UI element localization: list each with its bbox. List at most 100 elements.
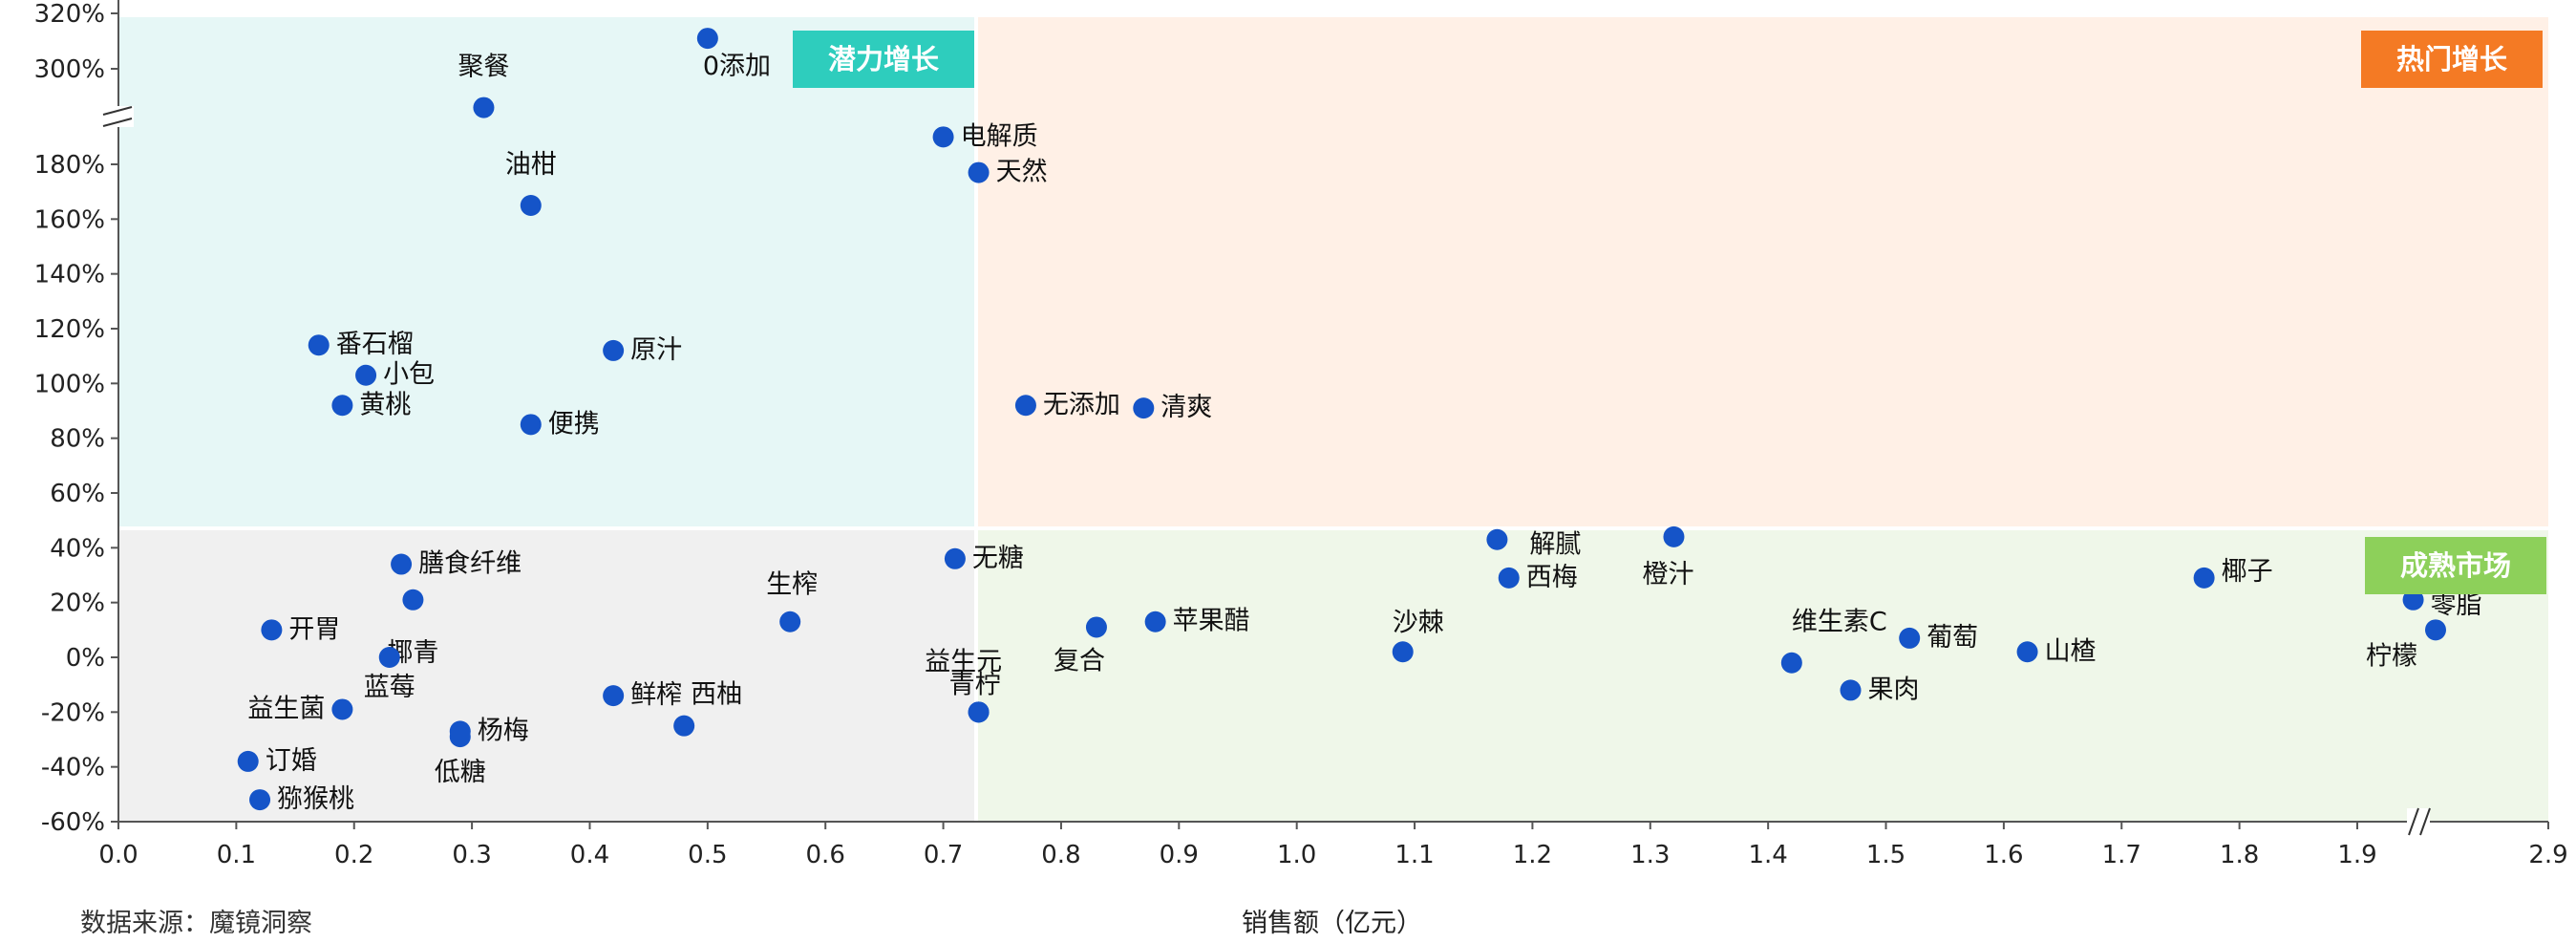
data-point <box>308 334 330 356</box>
data-point <box>932 126 954 148</box>
data-point <box>449 726 471 748</box>
y-tick-label: 140% <box>34 261 105 289</box>
data-point <box>779 611 801 632</box>
y-tick-label: 60% <box>50 480 105 508</box>
data-point <box>520 414 542 436</box>
quadrant-bg-other <box>118 528 976 822</box>
data-point <box>1486 528 1508 550</box>
data-point <box>673 715 695 737</box>
data-label: 0添加 <box>703 52 771 81</box>
data-label: 青柠 <box>949 670 1001 699</box>
data-label: 果肉 <box>1868 675 1920 704</box>
x-tick-label: 1.2 <box>1513 841 1552 869</box>
data-label: 原汁 <box>630 335 682 365</box>
data-label: 椰子 <box>2222 557 2273 587</box>
data-point <box>968 701 990 723</box>
data-label: 无糖 <box>972 544 1024 573</box>
data-label: 天然 <box>996 158 1048 187</box>
quadrant-bg-hot <box>976 17 2548 528</box>
y-tick-label: 160% <box>34 205 105 234</box>
x-tick-label: 1.1 <box>1394 841 1434 869</box>
data-label: 蓝莓 <box>364 673 415 702</box>
x-tick-label: 0.3 <box>452 841 491 869</box>
data-point <box>696 28 718 50</box>
x-tick-label: 0.9 <box>1160 841 1199 869</box>
data-label: 沙棘 <box>1393 608 1444 637</box>
data-label: 猕猴桃 <box>277 784 354 814</box>
data-label: 益生菌 <box>247 694 325 723</box>
x-tick-label: 1.9 <box>2337 841 2376 869</box>
data-label: 葡萄 <box>1927 623 1978 653</box>
data-label: 解腻 <box>1529 530 1581 560</box>
data-label: 油柑 <box>505 150 557 180</box>
x-break-mark <box>2419 807 2431 836</box>
data-point <box>2016 641 2038 663</box>
data-point <box>355 364 377 386</box>
data-point <box>1133 397 1155 419</box>
data-label: 橙汁 <box>1642 560 1693 589</box>
x-axis-label: 销售额（亿元） <box>1242 909 1422 938</box>
data-point <box>391 553 413 575</box>
data-label: 膳食纤维 <box>418 549 522 579</box>
x-tick-label: 1.0 <box>1277 841 1316 869</box>
data-label: 维生素C <box>1792 608 1887 637</box>
quadrant-tag-mature: 成熟市场 <box>2365 537 2546 594</box>
data-label: 苹果醋 <box>1173 607 1250 636</box>
x-tick-label: 1.3 <box>1630 841 1670 869</box>
y-tick-label: 40% <box>50 534 105 563</box>
data-point <box>2193 567 2215 589</box>
data-point <box>968 161 990 183</box>
y-break-gap <box>103 106 134 127</box>
y-tick-label: 80% <box>50 425 105 454</box>
y-tick-label: 180% <box>34 151 105 180</box>
data-label: 西梅 <box>1526 563 1578 592</box>
data-label: 黄桃 <box>359 390 411 419</box>
data-point <box>378 647 400 668</box>
data-point <box>944 547 966 569</box>
data-point <box>237 750 259 772</box>
data-point <box>1840 679 1862 701</box>
data-label: 生榨 <box>766 570 818 600</box>
y-break-mark <box>102 118 133 127</box>
y-tick-label: -60% <box>41 808 105 837</box>
x-tick-label: 0.0 <box>98 841 138 869</box>
data-label: 复合 <box>1054 646 1105 675</box>
y-tick-label: 120% <box>34 315 105 344</box>
x-tick-label: 0.5 <box>688 841 727 869</box>
data-point <box>331 395 353 417</box>
data-label: 电解质 <box>961 121 1038 151</box>
data-label: 低糖 <box>435 758 486 787</box>
y-tick-label: -20% <box>41 698 105 727</box>
data-label: 益生元 <box>925 647 1002 676</box>
y-tick-label: 0% <box>66 644 105 673</box>
data-label: 鲜榨 <box>630 680 682 710</box>
x-tick-label: 0.2 <box>334 841 373 869</box>
x-tick-label: 1.6 <box>1984 841 2023 869</box>
data-point <box>1014 395 1036 417</box>
data-label: 番石榴 <box>336 330 414 359</box>
quadrant-bg-potential <box>118 17 976 528</box>
data-label: 西柚 <box>691 680 742 710</box>
y-tick-label: 100% <box>34 370 105 398</box>
y-tick-label: 300% <box>34 55 105 84</box>
x-tick-label: 0.1 <box>217 841 256 869</box>
data-point <box>1085 616 1107 638</box>
data-point <box>520 195 542 216</box>
quadrant-bg-mature <box>976 528 2548 822</box>
x-tick-label: 0.6 <box>806 841 845 869</box>
data-point <box>331 698 353 720</box>
data-point <box>402 589 424 611</box>
quadrant-tag-hot: 热门增长 <box>2361 31 2543 88</box>
data-point <box>2402 589 2424 611</box>
y-tick-label: 320% <box>34 0 105 29</box>
x-tick-label: 1.7 <box>2102 841 2141 869</box>
y-tick-label: -40% <box>41 754 105 782</box>
data-point <box>261 619 283 641</box>
data-point <box>1498 567 1520 589</box>
data-point <box>1663 525 1685 547</box>
data-point <box>2425 619 2446 641</box>
x-tick-label: 0.7 <box>924 841 963 869</box>
data-label: 小包 <box>383 360 435 390</box>
data-point <box>603 339 625 361</box>
